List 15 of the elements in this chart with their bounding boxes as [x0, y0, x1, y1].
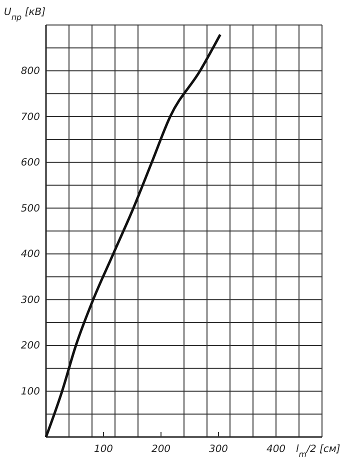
line-series [44, 33, 222, 438]
x-tick-label: 200 [151, 444, 171, 456]
y-tick-label: 500 [20, 203, 40, 214]
y-tick-label: 200 [20, 340, 40, 352]
y-tick-label: 800 [20, 66, 40, 77]
y-tick-label: 600 [20, 158, 40, 169]
y-tick-label: 700 [20, 112, 40, 123]
y-tick-label: 400 [20, 249, 40, 260]
y-axis-title: U$_{пр}$ [кВ] [4, 7, 46, 22]
x-axis-title: l$_{m}$/2 [см] [296, 444, 340, 457]
y-tick-label: 100 [20, 386, 40, 398]
y-tick-label: 300 [20, 294, 40, 306]
x-tick-label: 300 [208, 444, 228, 456]
x-tick-label: 100 [94, 444, 114, 456]
x-tick-label: 400 [266, 444, 286, 456]
